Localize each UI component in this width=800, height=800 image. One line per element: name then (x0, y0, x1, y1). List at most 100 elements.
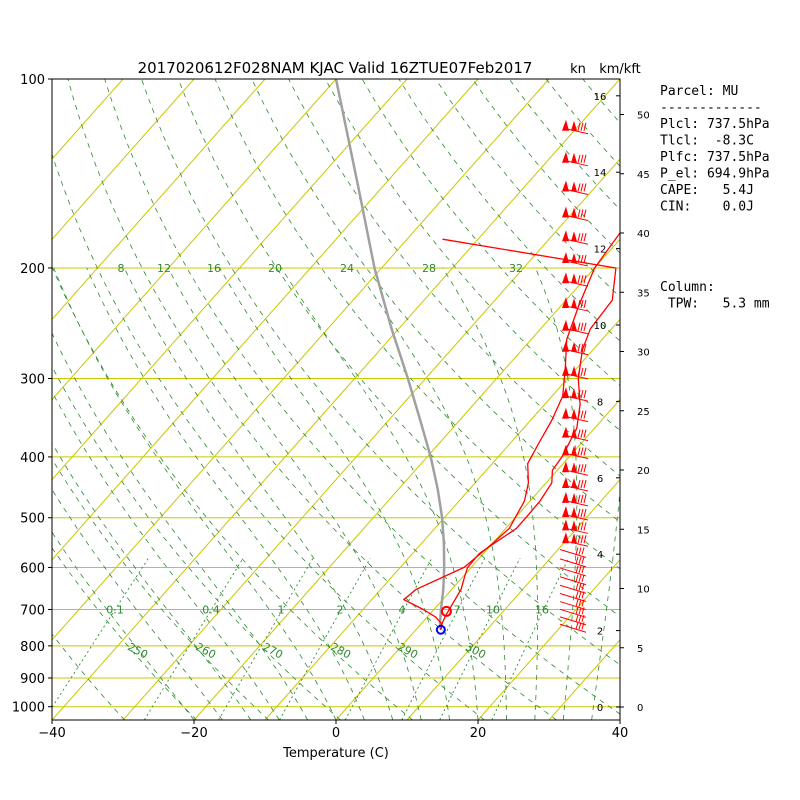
wind-barb-tick (581, 574, 585, 582)
dry-adiabat-line (141, 79, 620, 666)
wind-barb-tick (583, 447, 587, 456)
isotherm-line (52, 79, 124, 160)
moist-adiabat-line (167, 267, 422, 720)
kft-tick-label: 35 (637, 288, 650, 299)
km-tick-label: 16 (594, 92, 607, 103)
wind-barb-flag (571, 231, 577, 242)
moist-adiabat-line (281, 267, 479, 720)
pressure-tick-label: 400 (20, 451, 45, 466)
pressure-tick-label: 100 (20, 73, 45, 88)
dry-adiabat-line (398, 79, 620, 342)
wind-barb (562, 364, 589, 380)
km-tick-label: 8 (597, 397, 603, 408)
wind-barb-shaft (565, 215, 589, 222)
wind-barb-tick (577, 154, 581, 163)
wind-barb-shaft (559, 593, 587, 603)
km-tick-label: 0 (597, 703, 603, 714)
wind-barb-tick (578, 547, 582, 555)
wind-barb-tick (583, 535, 587, 544)
wind-barb-flag (571, 520, 577, 531)
wind-barb-flag (571, 341, 577, 352)
wind-barb-tick (575, 556, 579, 565)
pressure-tick-label: 600 (20, 561, 45, 576)
wind-barb-flag (562, 272, 569, 284)
mixing-ratio-label: 2 (337, 603, 344, 616)
wind-barb-flag (571, 207, 577, 218)
wind-barb-shaft (565, 373, 589, 380)
wind-barb-shaft (565, 305, 589, 312)
wind-barbs (559, 119, 589, 633)
wind-barb-tick (580, 209, 584, 218)
isotherm-line (52, 79, 337, 401)
wind-barb-tick (575, 574, 579, 582)
wind-barb-shaft (565, 260, 589, 267)
wind-barb-tick (583, 522, 587, 531)
wind-barb-tick (577, 343, 581, 352)
wind-barb-flag (562, 444, 569, 456)
wind-barb (559, 547, 587, 558)
wind-barb-shaft (565, 395, 589, 402)
wind-barb-flag (571, 445, 577, 456)
wind-barb-tick (580, 464, 584, 473)
wind-barb-shaft (559, 584, 587, 594)
dry-adiabat-line (52, 547, 197, 720)
parcel-info-line: Tlcl: -8.3C (660, 134, 754, 149)
isotherm-label: 28 (422, 262, 436, 275)
wind-barb-flag (562, 519, 569, 531)
isotherm-label: 20 (268, 262, 282, 275)
wind-barb-shaft (565, 349, 589, 356)
wind-barb-flag (562, 387, 569, 399)
wind-barb (562, 180, 589, 196)
wind-barb-flag (562, 319, 569, 331)
moist-adiabat-lines (52, 267, 620, 720)
wind-barb-tick (577, 183, 581, 192)
wind-barb (559, 622, 587, 633)
wind-barb-tick (577, 447, 581, 456)
wind-barb (559, 607, 587, 618)
wind-barb-tick (580, 233, 584, 242)
wind-barb-tick (580, 343, 584, 352)
kft-tick-label: 45 (637, 170, 650, 181)
units-kmkft-label: km/kft (599, 62, 641, 77)
dry-adiabat-line (214, 79, 620, 570)
wind-barb-flag (562, 506, 569, 518)
mixing-ratio-line (279, 557, 371, 720)
wind-barb-tick (583, 367, 587, 377)
wind-barb-tick (580, 410, 584, 419)
dry-adiabat-label: 260 (193, 640, 218, 661)
wind-barb-shaft (565, 485, 589, 492)
wind-barb-tick (577, 299, 581, 309)
wind-barb (562, 297, 589, 312)
wind-barb-flag (571, 181, 577, 192)
wind-barb (562, 252, 589, 267)
wind-barb-flag (571, 120, 577, 131)
wind-barb-shaft (565, 500, 589, 507)
wind-barb-tick (580, 535, 584, 544)
wind-barb-tick (577, 367, 581, 377)
moist-adiabat-line (619, 717, 620, 720)
x-tick-label: 20 (470, 726, 487, 741)
dry-adiabat-line (251, 79, 620, 523)
wind-barb-flag (571, 462, 577, 473)
wind-barb-flag (562, 461, 569, 473)
isotherm-line (52, 79, 195, 241)
moist-adiabat-line (53, 267, 337, 720)
wind-barb-tick (578, 574, 582, 582)
wind-barb-flag (571, 477, 577, 488)
moist-adiabat-line (86, 267, 365, 720)
wind-barb-tick (580, 479, 584, 489)
isotherm-label: 8 (118, 262, 125, 275)
wind-barb-flag (571, 253, 577, 264)
wind-barb-flag (562, 364, 569, 376)
wind-barb-tick (583, 233, 587, 242)
wind-barb-shaft (565, 189, 589, 196)
wind-barb (562, 426, 589, 442)
wind-barb-tick (581, 547, 585, 555)
wind-barb (562, 444, 589, 459)
dry-adiabat-line (324, 79, 620, 432)
wind-barb-shaft (559, 616, 587, 626)
dry-adiabat-line (472, 79, 620, 254)
wind-barb-tick (580, 494, 584, 503)
wind-barb (559, 614, 587, 626)
